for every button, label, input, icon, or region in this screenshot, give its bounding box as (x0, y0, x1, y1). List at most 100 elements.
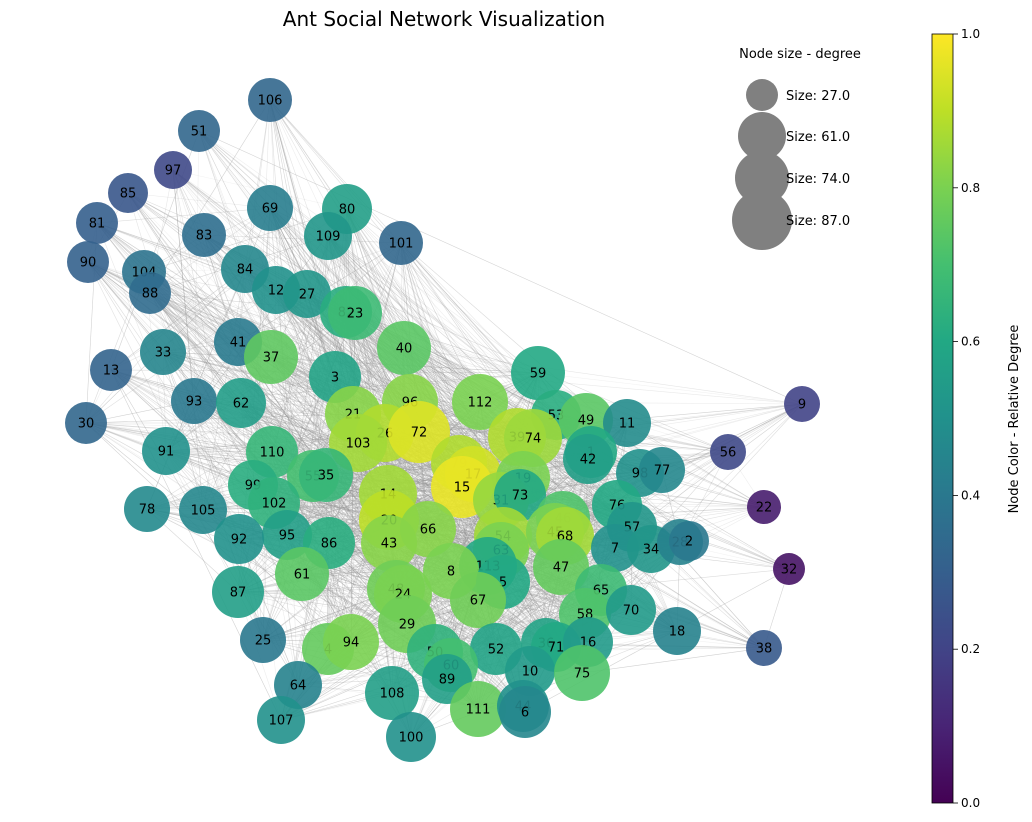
colorbar-tick-label: 0.4 (961, 488, 980, 502)
node-13: 13 (90, 349, 132, 391)
node-label: 43 (381, 537, 398, 552)
edge (110, 289, 277, 371)
node-label: 72 (411, 426, 428, 441)
edge (400, 242, 534, 439)
node-90: 90 (67, 241, 109, 283)
edge (198, 130, 329, 237)
legend-title: Node size - degree (739, 47, 861, 62)
nodes-layer: 1065197858190104888369801091018412278223… (65, 78, 820, 762)
edge (202, 311, 347, 511)
node-label: 29 (399, 618, 416, 633)
node-67: 67 (450, 572, 506, 628)
node-label: 92 (231, 533, 248, 548)
node-circle (377, 321, 431, 375)
node-circle (182, 213, 226, 257)
legend-label: Size: 74.0 (786, 172, 850, 187)
node-label: 67 (470, 594, 487, 609)
node-38: 38 (746, 630, 782, 666)
legend-marker (735, 151, 789, 205)
node-94: 94 (323, 614, 379, 670)
edge (400, 242, 481, 403)
edge (384, 432, 557, 648)
node-label: 59 (530, 367, 547, 382)
node-35: 35 (299, 448, 353, 502)
node-label: 108 (380, 687, 405, 702)
edge (165, 347, 405, 452)
edge (172, 169, 195, 402)
legend-marker (746, 79, 778, 111)
node-label: 15 (454, 481, 471, 496)
node-label: 9 (798, 398, 806, 413)
node-40: 40 (377, 321, 431, 375)
edge (203, 234, 526, 713)
node-62: 62 (216, 378, 266, 428)
node-37: 37 (244, 330, 298, 384)
edge (96, 207, 271, 224)
node-label: 83 (196, 229, 213, 244)
edge (172, 169, 204, 511)
legend-entry: Size: 27.0 (746, 79, 850, 111)
node-6: 6 (499, 686, 551, 738)
node-circle (216, 378, 266, 428)
edge (87, 261, 299, 686)
node-2: 2 (669, 521, 709, 561)
node-75: 75 (554, 645, 610, 701)
node-circle (388, 401, 450, 463)
node-circle (67, 241, 109, 283)
node-label: 107 (269, 714, 294, 729)
edge (85, 422, 329, 650)
node-61: 61 (275, 547, 329, 601)
edge (198, 130, 539, 374)
legend-entry: Size: 61.0 (738, 112, 850, 160)
node-78: 78 (124, 486, 170, 532)
node-circle (603, 399, 651, 447)
edge (85, 413, 354, 424)
edge (202, 356, 272, 511)
node-label: 38 (756, 642, 773, 657)
legend-label: Size: 27.0 (786, 89, 850, 104)
edge (384, 432, 547, 644)
node-circle (65, 402, 107, 444)
node-101: 101 (379, 221, 423, 265)
node-label: 80 (339, 203, 356, 218)
node-circle (606, 585, 656, 635)
node-circle (591, 524, 639, 572)
edge (244, 99, 271, 270)
node-circle (244, 330, 298, 384)
colorbar: 0.0 0.2 0.4 0.6 0.8 1.0 Node Color - Relative… (931, 27, 1022, 810)
node-label: 94 (343, 636, 360, 651)
edge (477, 568, 790, 601)
node-87: 87 (212, 566, 264, 618)
node-51: 51 (178, 110, 220, 152)
node-111: 111 (450, 681, 506, 737)
node-33: 33 (140, 329, 186, 375)
node-label: 90 (80, 256, 97, 271)
legend-entry: Size: 87.0 (732, 190, 850, 250)
node-circle (511, 346, 565, 400)
edge (238, 538, 299, 686)
node-label: 61 (294, 568, 311, 583)
node-label: 64 (290, 679, 307, 694)
chart-title: Ant Social Network Visualization (283, 7, 605, 31)
node-circle (129, 272, 171, 314)
node-32: 32 (773, 553, 805, 585)
node-circle (452, 374, 508, 430)
colorbar-tick-label: 0.2 (961, 642, 980, 656)
node-label: 97 (165, 164, 182, 179)
node-circle (746, 630, 782, 666)
node-23: 23 (328, 286, 382, 340)
node-97: 97 (154, 151, 192, 189)
node-label: 93 (186, 395, 203, 410)
edge (202, 312, 356, 511)
edge (198, 130, 557, 416)
node-30: 30 (65, 402, 107, 444)
node-label: 18 (669, 625, 686, 640)
node-label: 106 (258, 94, 283, 109)
edge (127, 192, 271, 209)
edge (165, 311, 347, 452)
node-circle (379, 221, 423, 265)
node-43: 43 (361, 515, 417, 571)
edge (165, 268, 246, 452)
node-label: 5 (499, 576, 507, 591)
